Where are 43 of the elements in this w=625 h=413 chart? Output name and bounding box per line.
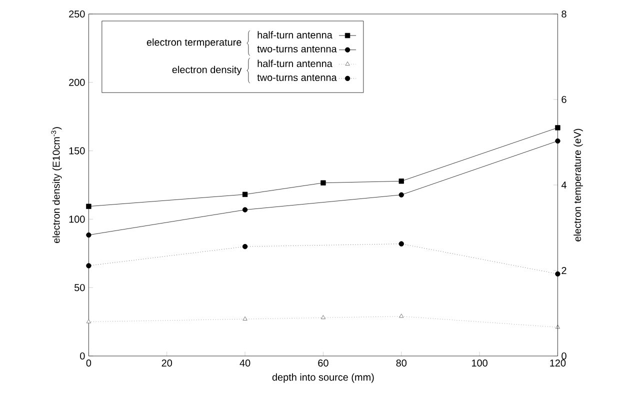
point	[555, 138, 560, 144]
point	[242, 244, 248, 250]
y2-tick-label: 0	[562, 352, 566, 360]
point	[555, 271, 560, 277]
legend-label: half-turn antenna	[258, 60, 332, 68]
point	[242, 207, 248, 212]
x-tick-label: 80	[396, 360, 407, 367]
point	[86, 263, 92, 268]
point	[398, 192, 404, 198]
y-axis-title: electron density (E10cm$^{-3}$)	[51, 127, 62, 244]
y2-tick-label: 2	[562, 267, 566, 274]
x-tick-label: 40	[240, 360, 250, 367]
point	[242, 192, 248, 197]
y-tick-label: 100	[69, 216, 85, 223]
y-tick-label: 0	[80, 352, 85, 360]
point	[320, 315, 326, 320]
y2-axis-title: electron temperature (eV)	[574, 128, 583, 242]
x-tick-label: 60	[318, 360, 328, 367]
y-tick-label: 50	[74, 284, 85, 292]
point	[320, 180, 326, 186]
point	[398, 241, 404, 246]
x-tick-label: 120	[550, 360, 566, 367]
y-tick-label: 250	[69, 10, 85, 18]
point	[242, 316, 248, 320]
point	[398, 178, 404, 184]
y-tick-label: 200	[69, 78, 85, 86]
y-tick-label: 150	[69, 147, 85, 154]
point	[86, 232, 92, 238]
y2-tick-label: 4	[561, 182, 566, 188]
y2-tick-label: 8	[562, 10, 566, 18]
y2-tick-label: 6	[562, 96, 566, 104]
legend-label: two-turns antenna	[257, 46, 337, 52]
legend-label: half-turn antenna	[258, 31, 332, 38]
annotation: electron termperature	[146, 38, 242, 48]
point	[555, 125, 560, 130]
x-tick-label: 100	[472, 360, 488, 367]
x-tick-label: 0	[86, 360, 92, 367]
point	[86, 204, 92, 209]
legend-label: two-turns antenna	[257, 74, 337, 82]
point	[399, 314, 404, 318]
annotation: electron density	[172, 66, 242, 76]
x-tick-label: 20	[162, 360, 172, 367]
x-axis-title: depth into source (mm)	[272, 373, 374, 383]
